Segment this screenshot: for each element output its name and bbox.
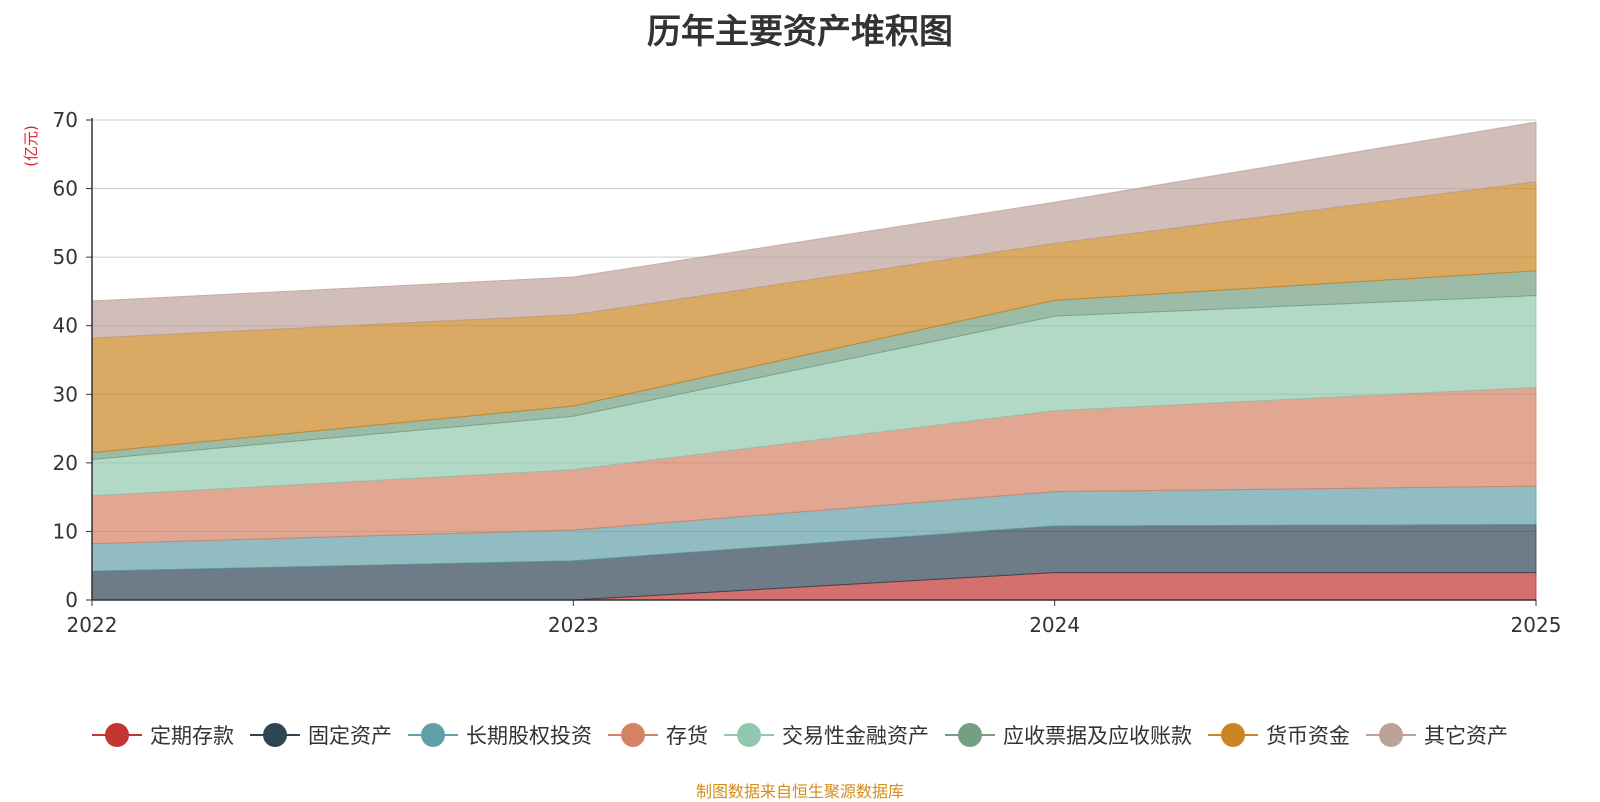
source-note: 制图数据来自恒生聚源数据库 [695,782,904,801]
area-series-group [91,121,1537,601]
x-tick-label: 2025 [1511,613,1562,637]
y-tick-label: 50 [53,245,78,269]
legend-label: 长期股权投资 [466,724,592,748]
y-tick-label: 30 [53,382,78,406]
chart-title: 历年主要资产堆积图 [647,12,953,52]
legend-item[interactable]: 存货 [608,720,708,750]
legend-marker-icon [724,722,774,748]
x-tick-label: 2024 [1029,613,1080,637]
legend-marker-icon [250,722,300,748]
legend-marker-icon [945,722,995,748]
legend-label: 应收票据及应收账款 [1003,724,1192,748]
legend-item[interactable]: 定期存款 [92,720,234,750]
chart-legend: 定期存款 固定资产 长期股权投资 存货 交易性金融资产 应收票据及应收账款 货币资金 其它资产 [0,718,1600,752]
y-tick-label: 0 [65,588,78,612]
y-axis-unit-label: (亿元) [22,125,40,167]
legend-marker-icon [1208,722,1258,748]
area-series-其它资产[interactable] [91,121,1537,339]
legend-label: 定期存款 [150,724,234,748]
legend-marker-icon [408,722,458,748]
legend-marker-icon [1366,722,1416,748]
legend-label: 存货 [666,724,708,748]
axes: 0 10 20 30 40 50 60 70 2022 2023 2024 2025 [53,108,1562,637]
x-tick-label: 2023 [548,613,599,637]
y-tick-label: 60 [53,177,78,201]
legend-label: 固定资产 [308,724,392,748]
legend-item[interactable]: 交易性金融资产 [724,720,929,750]
legend-item[interactable]: 长期股权投资 [408,720,592,750]
y-tick-label: 40 [53,314,78,338]
legend-marker-icon [92,722,142,748]
y-tick-label: 20 [53,451,78,475]
legend-item[interactable]: 应收票据及应收账款 [945,720,1192,750]
y-tick-label: 70 [53,108,78,132]
legend-label: 其它资产 [1424,724,1508,748]
x-tick-label: 2022 [67,613,118,637]
legend-item[interactable]: 货币资金 [1208,720,1350,750]
legend-label: 交易性金融资产 [782,724,929,748]
y-tick-label: 10 [53,519,78,543]
legend-marker-icon [608,722,658,748]
legend-label: 货币资金 [1266,724,1350,748]
legend-item[interactable]: 固定资产 [250,720,392,750]
legend-item[interactable]: 其它资产 [1366,720,1508,750]
